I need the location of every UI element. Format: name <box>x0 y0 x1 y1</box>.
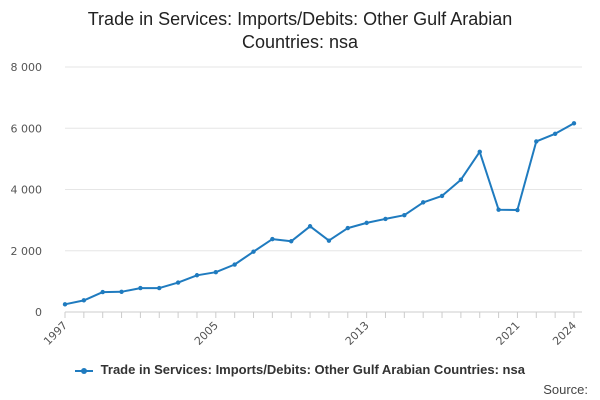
source-label: Source: <box>543 382 588 397</box>
data-point <box>477 149 482 155</box>
data-point <box>100 289 105 295</box>
data-point <box>270 236 275 242</box>
x-tick-label: 2005 <box>192 319 221 348</box>
legend[interactable]: Trade in Services: Imports/Debits: Other… <box>0 362 600 377</box>
series-line <box>64 122 575 306</box>
data-point <box>213 269 219 275</box>
x-tick-label: 2024 <box>550 319 579 348</box>
data-point <box>402 213 407 218</box>
data-point <box>307 224 313 229</box>
data-point <box>458 177 464 182</box>
data-point <box>157 285 162 291</box>
data-point <box>364 220 369 226</box>
x-tick-label: 2013 <box>343 319 372 348</box>
chart-title-line-1: Trade in Services: Imports/Debits: Other… <box>87 9 513 29</box>
data-point <box>289 239 294 244</box>
data-point <box>571 121 577 126</box>
data-point <box>552 131 558 136</box>
y-tick-label: 6 000 <box>11 122 43 135</box>
y-tick-label: 0 <box>35 306 42 319</box>
data-point <box>420 200 426 205</box>
chart-title-line-2: Countries: nsa <box>241 32 359 52</box>
y-tick-label: 4 000 <box>11 184 43 197</box>
data-point <box>383 216 388 222</box>
data-point <box>345 225 350 231</box>
data-point <box>251 249 256 254</box>
data-point <box>175 280 181 285</box>
data-point <box>515 207 520 213</box>
data-point <box>496 207 501 212</box>
data-point <box>138 285 143 291</box>
data-point <box>232 262 237 267</box>
y-tick-label: 2 000 <box>11 245 43 258</box>
data-point <box>194 273 200 278</box>
y-tick-label: 8 000 <box>11 61 43 74</box>
data-point <box>119 289 124 294</box>
data-point <box>439 193 445 199</box>
data-point <box>62 302 68 307</box>
data-point <box>534 139 539 144</box>
data-point <box>326 238 332 243</box>
legend-series-label: Trade in Services: Imports/Debits: Other… <box>100 362 525 377</box>
data-point <box>81 298 87 303</box>
x-tick-label: 1997 <box>41 319 70 348</box>
x-tick-label: 2021 <box>494 319 523 348</box>
legend-series-marker <box>75 366 94 376</box>
chart-title: Trade in Services: Imports/Debits: Other… <box>0 8 600 54</box>
